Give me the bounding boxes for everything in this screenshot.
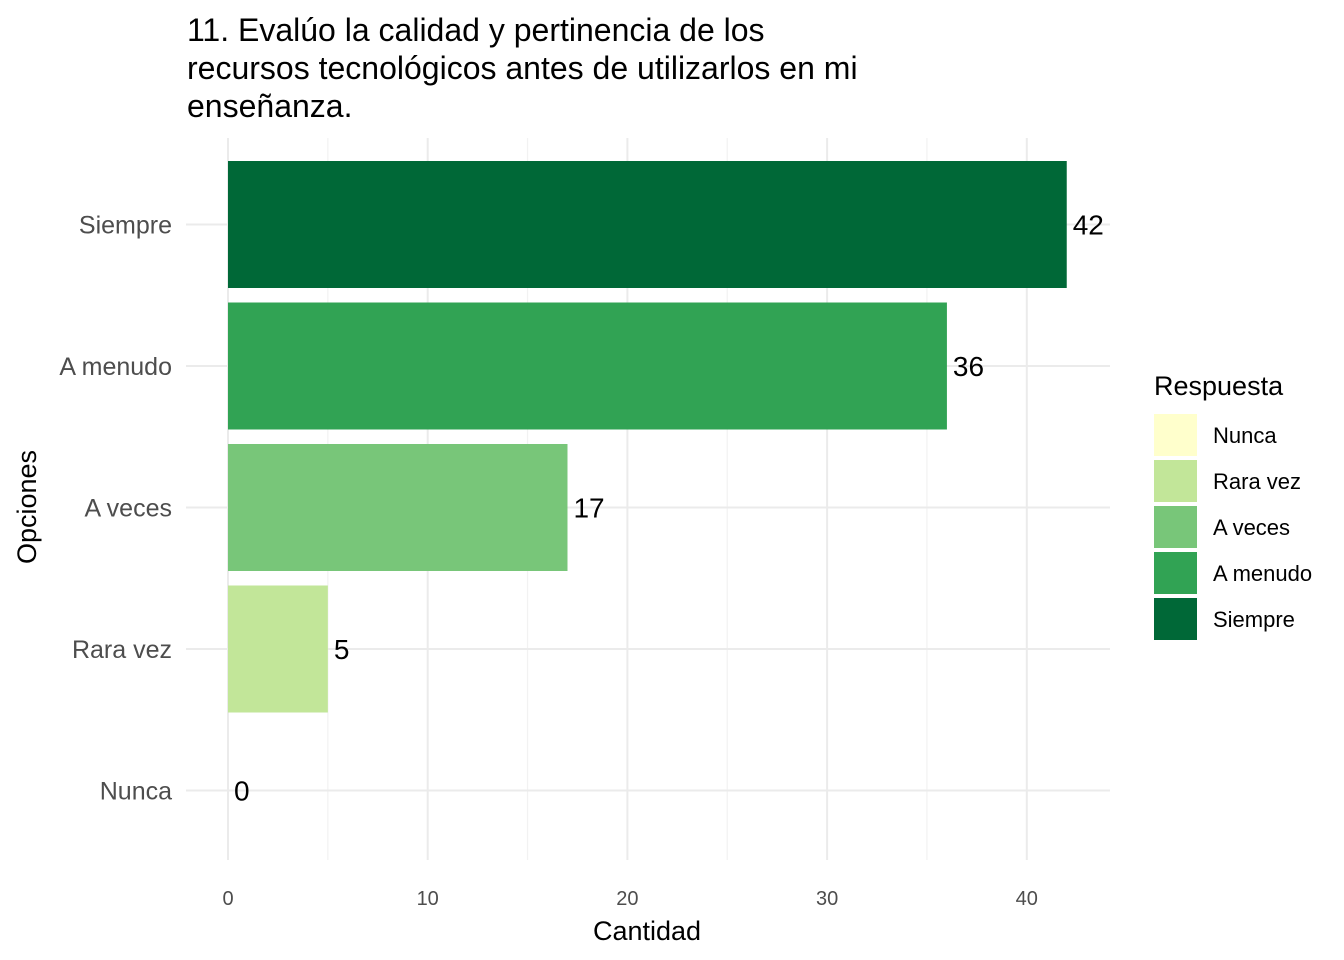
x-tick-label: 0 bbox=[222, 888, 233, 910]
x-tick-label: 40 bbox=[1016, 888, 1038, 910]
legend: Respuesta Nunca Rara vez A veces A menudo Si… bbox=[1154, 371, 1312, 640]
legend-title: Respuesta bbox=[1154, 371, 1284, 401]
value-label: 0 bbox=[234, 776, 250, 807]
bar-rara-vez bbox=[228, 585, 328, 713]
bars bbox=[228, 161, 1067, 713]
y-tick-label: Rara vez bbox=[72, 636, 172, 664]
legend-label: Nunca bbox=[1213, 423, 1277, 448]
legend-key bbox=[1154, 414, 1197, 456]
bar-a-menudo bbox=[228, 302, 947, 430]
chart-title-line-1: 11. Evalúo la calidad y pertinencia de l… bbox=[187, 12, 765, 48]
value-label: 17 bbox=[573, 493, 604, 524]
x-tick-label: 20 bbox=[616, 888, 638, 910]
y-tick-label: Siempre bbox=[79, 212, 172, 240]
legend-key bbox=[1154, 598, 1197, 640]
y-tick-label: A menudo bbox=[59, 353, 172, 381]
y-tick-label: Nunca bbox=[100, 778, 172, 806]
legend-label: Rara vez bbox=[1213, 469, 1301, 494]
x-tick-label: 10 bbox=[417, 888, 439, 910]
chart-title-line-2: recursos tecnológicos antes de utilizarl… bbox=[187, 50, 858, 86]
y-axis-title: Opciones bbox=[12, 450, 42, 564]
bar-a-veces bbox=[228, 444, 568, 571]
x-axis-tick-labels: 0 10 20 30 40 bbox=[222, 888, 1037, 910]
legend-key bbox=[1154, 552, 1197, 594]
x-tick-label: 30 bbox=[816, 888, 838, 910]
value-label: 36 bbox=[953, 351, 984, 382]
chart-title-line-3: enseñanza. bbox=[187, 88, 352, 124]
legend-label: A menudo bbox=[1213, 561, 1312, 586]
y-tick-label: A veces bbox=[84, 495, 172, 523]
value-labels: 42 36 17 5 0 bbox=[234, 210, 1104, 807]
value-label: 5 bbox=[334, 634, 350, 665]
legend-label: A veces bbox=[1213, 515, 1290, 540]
chart-title: 11. Evalúo la calidad y pertinencia de l… bbox=[187, 12, 858, 124]
legend-key bbox=[1154, 506, 1197, 548]
bar-siempre bbox=[228, 161, 1067, 288]
legend-label: Siempre bbox=[1213, 607, 1295, 632]
y-axis-tick-labels: Siempre A menudo A veces Rara vez Nunca bbox=[59, 212, 172, 806]
x-axis-title: Cantidad bbox=[593, 916, 701, 946]
value-label: 42 bbox=[1073, 210, 1104, 241]
legend-key bbox=[1154, 460, 1197, 502]
